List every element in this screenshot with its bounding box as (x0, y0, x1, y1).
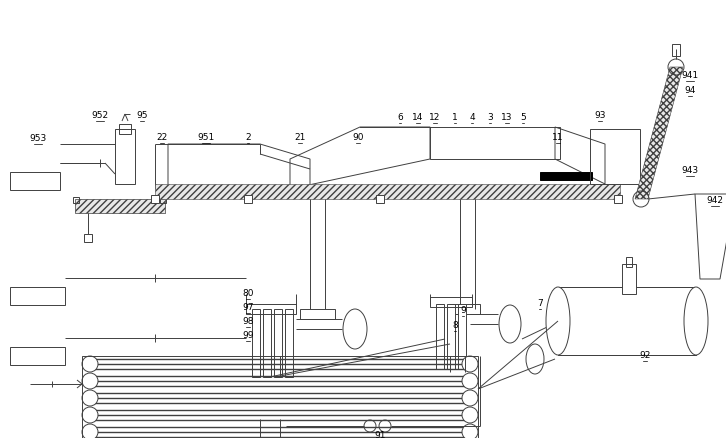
Bar (10, 173, 60, 191)
Bar (376, 195, 384, 204)
Bar (614, 195, 622, 204)
Text: 952: 952 (91, 111, 109, 120)
Text: 22: 22 (156, 133, 168, 141)
Bar (672, 45, 680, 57)
Bar (458, 304, 466, 369)
Bar (84, 234, 92, 243)
Ellipse shape (82, 356, 98, 372)
Ellipse shape (462, 390, 478, 406)
Text: 99: 99 (242, 330, 254, 339)
Bar (300, 309, 335, 319)
Bar (558, 287, 696, 355)
Ellipse shape (462, 424, 478, 438)
Bar (430, 297, 472, 307)
Text: 951: 951 (197, 133, 215, 141)
Text: 98: 98 (242, 316, 254, 325)
Ellipse shape (462, 373, 478, 389)
Text: 942: 942 (706, 195, 724, 205)
Text: 11: 11 (552, 133, 564, 141)
Polygon shape (635, 68, 683, 200)
Bar (252, 309, 260, 377)
Bar (622, 265, 636, 294)
Text: 8: 8 (452, 320, 458, 329)
Text: 92: 92 (640, 350, 650, 359)
Bar (540, 173, 592, 180)
Bar (10, 347, 65, 365)
Text: 1: 1 (452, 113, 458, 122)
Bar (450, 304, 480, 314)
Bar (447, 304, 455, 369)
Text: 95: 95 (136, 111, 148, 120)
Bar (626, 258, 632, 267)
Text: 7: 7 (537, 298, 543, 307)
Polygon shape (695, 194, 726, 279)
Ellipse shape (462, 407, 478, 423)
Bar (160, 198, 166, 204)
Text: 3: 3 (487, 113, 493, 122)
Text: 5: 5 (520, 113, 526, 122)
Text: 941: 941 (682, 71, 698, 80)
Text: 93: 93 (595, 111, 605, 120)
Ellipse shape (462, 356, 478, 372)
Bar (274, 309, 282, 377)
Bar (115, 130, 135, 184)
Ellipse shape (526, 344, 544, 374)
Bar (119, 125, 131, 135)
Ellipse shape (343, 309, 367, 349)
Text: 90: 90 (352, 133, 364, 141)
Ellipse shape (82, 390, 98, 406)
Text: 4: 4 (469, 113, 475, 122)
Bar (246, 304, 296, 314)
Bar (151, 195, 159, 204)
Text: 953: 953 (29, 134, 46, 143)
Text: 2: 2 (245, 133, 250, 141)
Ellipse shape (499, 305, 521, 343)
Bar (590, 130, 640, 184)
Bar (82, 356, 478, 438)
Text: 91: 91 (374, 430, 386, 438)
Text: 21: 21 (294, 133, 306, 141)
Ellipse shape (684, 287, 708, 355)
Bar (436, 304, 444, 369)
Bar (155, 184, 620, 200)
Text: 97: 97 (242, 302, 254, 311)
Text: 14: 14 (412, 113, 424, 122)
Ellipse shape (82, 407, 98, 423)
Bar (244, 195, 252, 204)
Text: 12: 12 (429, 113, 441, 122)
Ellipse shape (82, 373, 98, 389)
Bar (75, 200, 165, 213)
Bar (10, 287, 65, 305)
Bar (263, 309, 271, 377)
Text: 943: 943 (682, 166, 698, 175)
Ellipse shape (546, 287, 570, 355)
Text: 80: 80 (242, 288, 254, 297)
Text: 9: 9 (460, 305, 466, 314)
Text: 13: 13 (501, 113, 513, 122)
Ellipse shape (82, 424, 98, 438)
Text: 94: 94 (685, 86, 696, 95)
Bar (285, 309, 293, 377)
Bar (73, 198, 79, 204)
Text: 6: 6 (397, 113, 403, 122)
